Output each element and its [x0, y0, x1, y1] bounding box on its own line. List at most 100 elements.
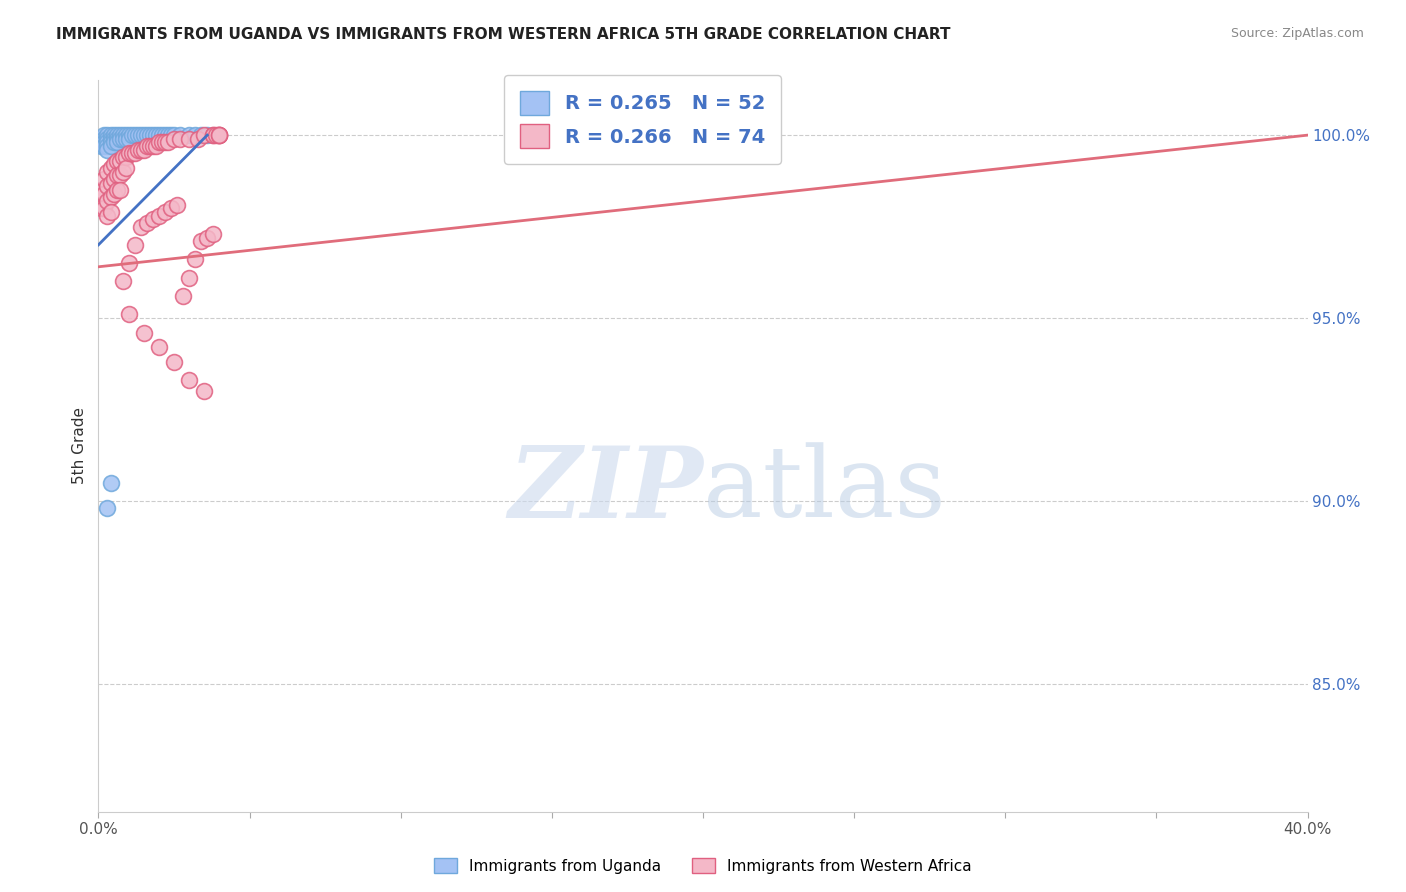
Point [205, 128, 228, 142]
Point [142, 139, 165, 153]
Point [96, 209, 118, 223]
Point [93, 172, 115, 186]
Point [100, 136, 122, 150]
Point [160, 128, 183, 142]
Point [103, 186, 125, 201]
Point [96, 164, 118, 178]
Point [124, 146, 146, 161]
Point [108, 169, 131, 183]
Point [129, 219, 152, 234]
Point [129, 128, 152, 142]
Point [179, 270, 201, 285]
Point [114, 128, 136, 142]
Point [148, 340, 170, 354]
Point [100, 190, 122, 204]
Point [96, 136, 118, 150]
Point [96, 143, 118, 157]
Point [114, 150, 136, 164]
Point [208, 128, 231, 142]
Point [169, 128, 191, 142]
Point [96, 179, 118, 194]
Point [142, 128, 165, 142]
Point [96, 128, 118, 142]
Point [105, 183, 128, 197]
Point [90, 132, 112, 146]
Point [202, 128, 225, 142]
Point [90, 183, 112, 197]
Point [135, 216, 157, 230]
Point [96, 501, 118, 516]
Point [121, 146, 143, 161]
Point [100, 475, 122, 490]
Point [96, 132, 118, 146]
Point [105, 169, 128, 183]
Point [193, 128, 215, 142]
Point [179, 132, 201, 146]
Point [100, 139, 122, 153]
Point [142, 212, 165, 227]
Point [187, 132, 209, 146]
Point [184, 128, 207, 142]
Point [166, 197, 188, 211]
Point [150, 128, 173, 142]
Point [105, 132, 128, 146]
Point [193, 384, 215, 398]
Text: IMMIGRANTS FROM UGANDA VS IMMIGRANTS FROM WESTERN AFRICA 5TH GRADE CORRELATION C: IMMIGRANTS FROM UGANDA VS IMMIGRANTS FRO… [56, 27, 950, 42]
Point [105, 128, 128, 142]
Point [111, 150, 134, 164]
Point [153, 136, 176, 150]
Point [202, 227, 225, 241]
Point [90, 139, 112, 153]
Point [103, 132, 125, 146]
Point [195, 230, 218, 244]
Point [105, 153, 128, 168]
Point [100, 128, 122, 142]
Point [103, 136, 125, 150]
Point [100, 161, 122, 175]
Point [108, 183, 131, 197]
Point [132, 143, 155, 157]
Point [118, 256, 141, 270]
Point [103, 172, 125, 186]
Point [93, 128, 115, 142]
Point [172, 289, 194, 303]
Point [139, 139, 162, 153]
Point [111, 128, 134, 142]
Point [145, 128, 167, 142]
Point [132, 128, 155, 142]
Text: ZIP: ZIP [508, 442, 703, 538]
Point [96, 194, 118, 208]
Point [156, 136, 179, 150]
Point [190, 234, 212, 248]
Point [118, 132, 141, 146]
Point [93, 186, 115, 201]
Point [139, 128, 162, 142]
Point [124, 237, 146, 252]
Point [124, 128, 146, 142]
Point [93, 202, 115, 216]
Point [118, 307, 141, 321]
Point [105, 136, 128, 150]
Text: atlas: atlas [703, 442, 946, 538]
Point [108, 128, 131, 142]
Point [153, 205, 176, 219]
Point [103, 157, 125, 171]
Point [127, 143, 149, 157]
Point [150, 136, 173, 150]
Legend: R = 0.265   N = 52, R = 0.266   N = 74: R = 0.265 N = 52, R = 0.266 N = 74 [505, 75, 780, 163]
Text: Source: ZipAtlas.com: Source: ZipAtlas.com [1230, 27, 1364, 40]
Point [145, 139, 167, 153]
Point [208, 128, 231, 142]
Point [118, 128, 141, 142]
Point [195, 128, 218, 142]
Point [179, 128, 201, 142]
Point [93, 132, 115, 146]
Point [169, 132, 191, 146]
Point [100, 205, 122, 219]
Point [163, 128, 186, 142]
Point [111, 132, 134, 146]
Point [100, 176, 122, 190]
Point [160, 202, 183, 216]
Point [190, 128, 212, 142]
Point [163, 355, 186, 369]
